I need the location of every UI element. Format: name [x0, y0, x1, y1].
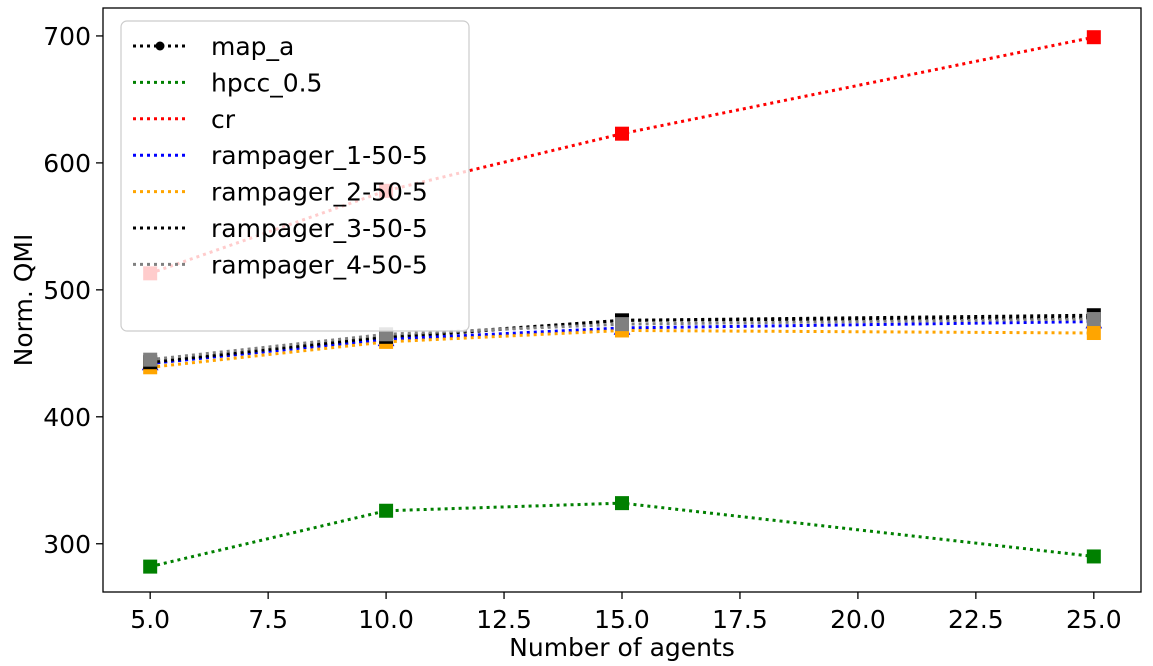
y-tick-label: 700	[43, 22, 91, 51]
plot-markers-group	[141, 30, 1103, 574]
series-line-rampager_2-50-5	[150, 328, 1094, 369]
data-point-cr	[1086, 30, 1101, 45]
legend-label: rampager_1-50-5	[211, 141, 428, 170]
x-tick-label: 22.5	[948, 605, 1004, 634]
data-point-cr	[615, 126, 629, 141]
y-tick-label: 500	[43, 276, 91, 305]
series-line-rampager_4-50-5	[150, 317, 1094, 362]
legend-label: rampager_2-50-5	[211, 178, 428, 207]
data-point-rampager_2-50-5	[1086, 326, 1101, 341]
series-line-rampager_1-50-5	[150, 320, 1094, 365]
x-tick-label: 15.0	[594, 605, 650, 634]
plot-series-group	[149, 35, 1095, 569]
x-tick-label: 10.0	[358, 605, 414, 634]
legend-label: rampager_4-50-5	[211, 250, 428, 279]
data-point-rampager_4-50-5	[615, 317, 629, 332]
y-axis: 300 400 500 600 700	[43, 22, 103, 559]
x-tick-label: 12.5	[476, 605, 532, 634]
series-line-cr	[149, 35, 1095, 275]
series-line-hpcc_0.5	[149, 501, 1094, 569]
x-axis-title: Number of agents	[509, 633, 735, 662]
legend-label: map_a	[211, 32, 294, 61]
legend-label: cr	[211, 105, 236, 134]
data-point-hpcc_0.5	[379, 503, 394, 518]
x-tick-label: 20.0	[830, 605, 886, 634]
x-axis: 5.0 7.5 10.0 12.5 15.0 17.5 20.0 22.5 25.0	[130, 592, 1122, 634]
y-tick-label: 400	[43, 403, 91, 432]
legend-label: hpcc_0.5	[211, 68, 322, 97]
y-tick-label: 600	[43, 149, 91, 178]
legend-box	[120, 20, 470, 332]
data-point-rampager_4-50-5	[143, 352, 158, 367]
data-point-rampager_4-50-5	[1086, 312, 1101, 327]
legend-marker-map_a	[155, 41, 165, 51]
series-line-rampager_3-50-5	[150, 313, 1094, 364]
y-tick-label: 300	[43, 530, 91, 559]
data-point-hpcc_0.5	[1086, 549, 1101, 564]
data-point-hpcc_0.5	[615, 496, 629, 511]
x-tick-label: 5.0	[130, 605, 170, 634]
y-axis-title: Norm. QMI	[9, 234, 38, 367]
legend: map_a hpcc_0.5cr rampager_1-50-5 rampager_2…	[120, 20, 470, 332]
legend-label: rampager_3-50-5	[211, 214, 428, 243]
data-point-hpcc_0.5	[143, 559, 158, 574]
x-tick-label: 7.5	[248, 605, 288, 634]
x-tick-label: 25.0	[1066, 605, 1122, 634]
x-tick-label: 17.5	[712, 605, 768, 634]
